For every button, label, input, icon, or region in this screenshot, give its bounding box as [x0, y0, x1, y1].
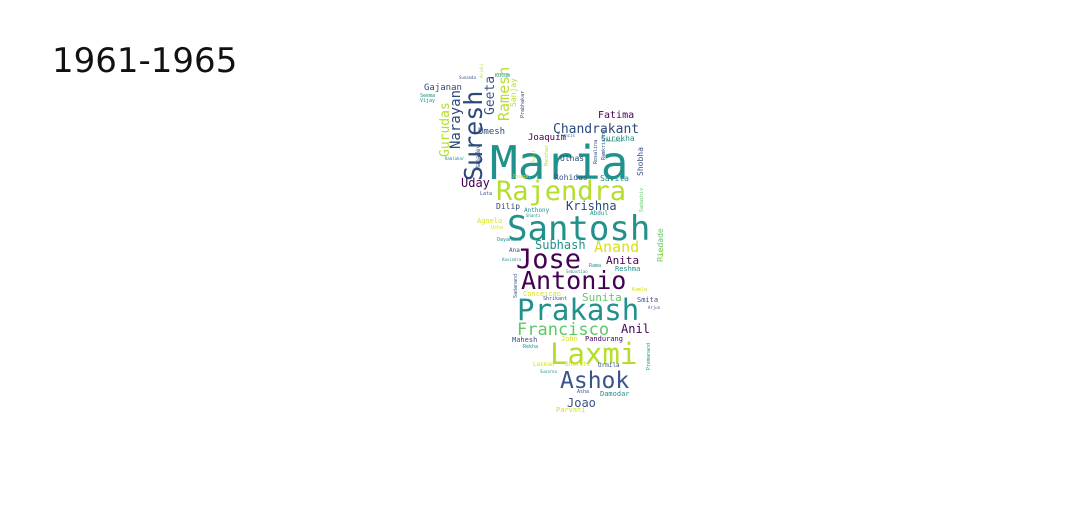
word-ramkrishna: Ramkrishna [601, 129, 607, 160]
word-anil: Anil [621, 322, 650, 336]
word-rajendra: Rajendra [496, 176, 627, 207]
word-uday: Uday [461, 176, 490, 190]
word-kamla: Kamla [632, 287, 648, 293]
word-chandrakant: Chandrakant [553, 122, 640, 137]
word-asha: Asha [577, 389, 590, 395]
word-joseph: Joseph [512, 174, 531, 180]
word-sanjay: Sanjay [509, 78, 518, 107]
word-vijay: Vijay [420, 98, 436, 104]
word-francisco: Francisco [517, 320, 610, 340]
word-gurudas: Gurudas [438, 102, 453, 157]
word-ulhas: Ulhas [560, 154, 585, 163]
word-sadashiv: Sadashiv [639, 187, 645, 212]
word-pandurang: Pandurang [585, 335, 623, 343]
word-sunil: Sunil [531, 149, 536, 162]
word-umesh: Umesh [478, 127, 506, 137]
word-laxmi: Laxmi [550, 337, 638, 371]
word-usha: Usha [491, 225, 504, 231]
word-krishna: Krishna [566, 199, 617, 213]
word-surekha: Surekha [601, 134, 635, 143]
word-gajanan: Gajanan [424, 83, 462, 93]
word-mahesh: Mahesh [512, 336, 538, 344]
word-sunanda: Sunanda [459, 75, 476, 80]
word-dilip: Dilip [496, 202, 521, 211]
word-anand: Anand [594, 238, 640, 256]
word-fatima: Fatima [598, 110, 635, 121]
word-savita: Savita [600, 174, 629, 183]
word-kamlakar: Kamlakar [445, 156, 465, 161]
word-rohidas: Rohidas [554, 173, 588, 182]
word-urmila: Urmila [598, 362, 620, 369]
word-anita: Anita [606, 254, 640, 267]
word-ana: Ana [509, 247, 520, 254]
word-francis: Francis [558, 133, 575, 138]
word-shanti: Shanti [526, 213, 541, 218]
word-premanand: Premanand [646, 342, 652, 370]
word-mahadev: Mahadev [475, 144, 482, 170]
word-prakash: Prakash [517, 293, 640, 327]
word-antonio: Antonio [521, 266, 627, 295]
word-suvarna: Suvarna [540, 369, 557, 374]
word-manohar: Manohar [544, 144, 550, 166]
word-sadanand: Sadanand [513, 273, 519, 298]
word-reshma: Reshma [615, 265, 641, 273]
word-kusum: Kusum [495, 73, 511, 79]
word-jose: Jose [516, 244, 582, 275]
word-conceicao: Conceicao [523, 290, 561, 298]
word-prabhakar: Prabhakar [520, 90, 526, 118]
word-damodar: Damodar [600, 390, 630, 398]
word-rama: Rama [589, 263, 602, 269]
word-joao: Joao [567, 396, 596, 410]
word-john: John [561, 335, 578, 343]
word-subhash: Subhash [535, 238, 586, 252]
word-ashok: Ashok [560, 368, 630, 394]
word-joaquim: Joaquim [528, 133, 566, 143]
word-santosh: Santosh [507, 209, 651, 249]
word-bharati: Bharati [565, 361, 591, 368]
word-lata: Lata [480, 191, 493, 197]
word-abdul: Abdul [590, 210, 609, 217]
word-sebastiao: Sebastiao [566, 269, 588, 274]
word-rosalina: Rosalina [593, 139, 599, 164]
word-parvati: Parvati [556, 406, 586, 414]
word-laxman: Laxman [533, 361, 555, 368]
word-sunita: Sunita [582, 291, 622, 304]
word-dayanand: Dayanand [497, 237, 522, 243]
word-shrikant: Shrikant [543, 296, 568, 302]
word-anjali: Anjali [479, 63, 484, 78]
page-title: 1961-1965 [52, 41, 238, 81]
word-arjun: Arjun [648, 305, 661, 310]
word-kavindra: Kavindra [502, 257, 522, 262]
word-geeta: Geeta [483, 75, 498, 115]
word-maria: Maria [490, 136, 629, 190]
word-rekha: Rekha [523, 344, 539, 350]
word-seema: Seema [420, 93, 436, 99]
word-rosario: Rosario [606, 138, 623, 143]
word-shobha: Shobha [636, 147, 645, 176]
word-smita: Smita [637, 296, 659, 304]
word-agnelo: Agnelo [477, 217, 503, 225]
word-anuja: Anuja [659, 246, 664, 259]
word-anthony: Anthony [524, 207, 550, 214]
